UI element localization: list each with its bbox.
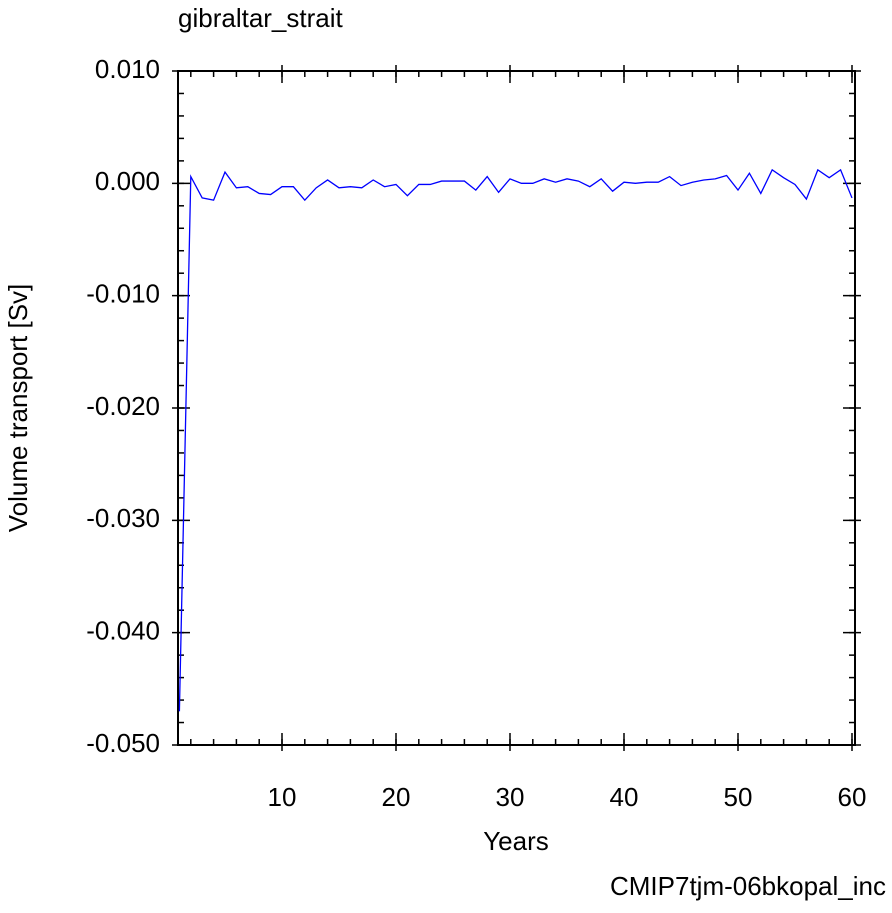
x-tick-label: 40 (610, 782, 639, 812)
data-line (178, 168, 853, 712)
x-axis-label: Years (483, 826, 549, 856)
x-tick-label: 30 (496, 782, 525, 812)
y-tick-label: 0.000 (95, 166, 160, 196)
x-tick-label: 20 (382, 782, 411, 812)
chart-title: gibraltar_strait (178, 3, 344, 33)
x-tick-label: 10 (268, 782, 297, 812)
y-tick-label: -0.020 (86, 391, 160, 421)
x-tick-label: 50 (724, 782, 753, 812)
y-tick-label: 0.010 (95, 54, 160, 84)
footer: CMIP7tjm-06bkopal_inc (610, 871, 886, 901)
x-tick-label: 60 (838, 782, 867, 812)
plot-frame (177, 70, 856, 746)
y-axis-label: Volume transport [Sv] (3, 284, 33, 533)
y-tick-label: -0.040 (86, 616, 160, 646)
y-tick-label: -0.050 (86, 728, 160, 758)
y-tick-label: -0.010 (86, 279, 160, 309)
y-tick-label: -0.030 (86, 503, 160, 533)
